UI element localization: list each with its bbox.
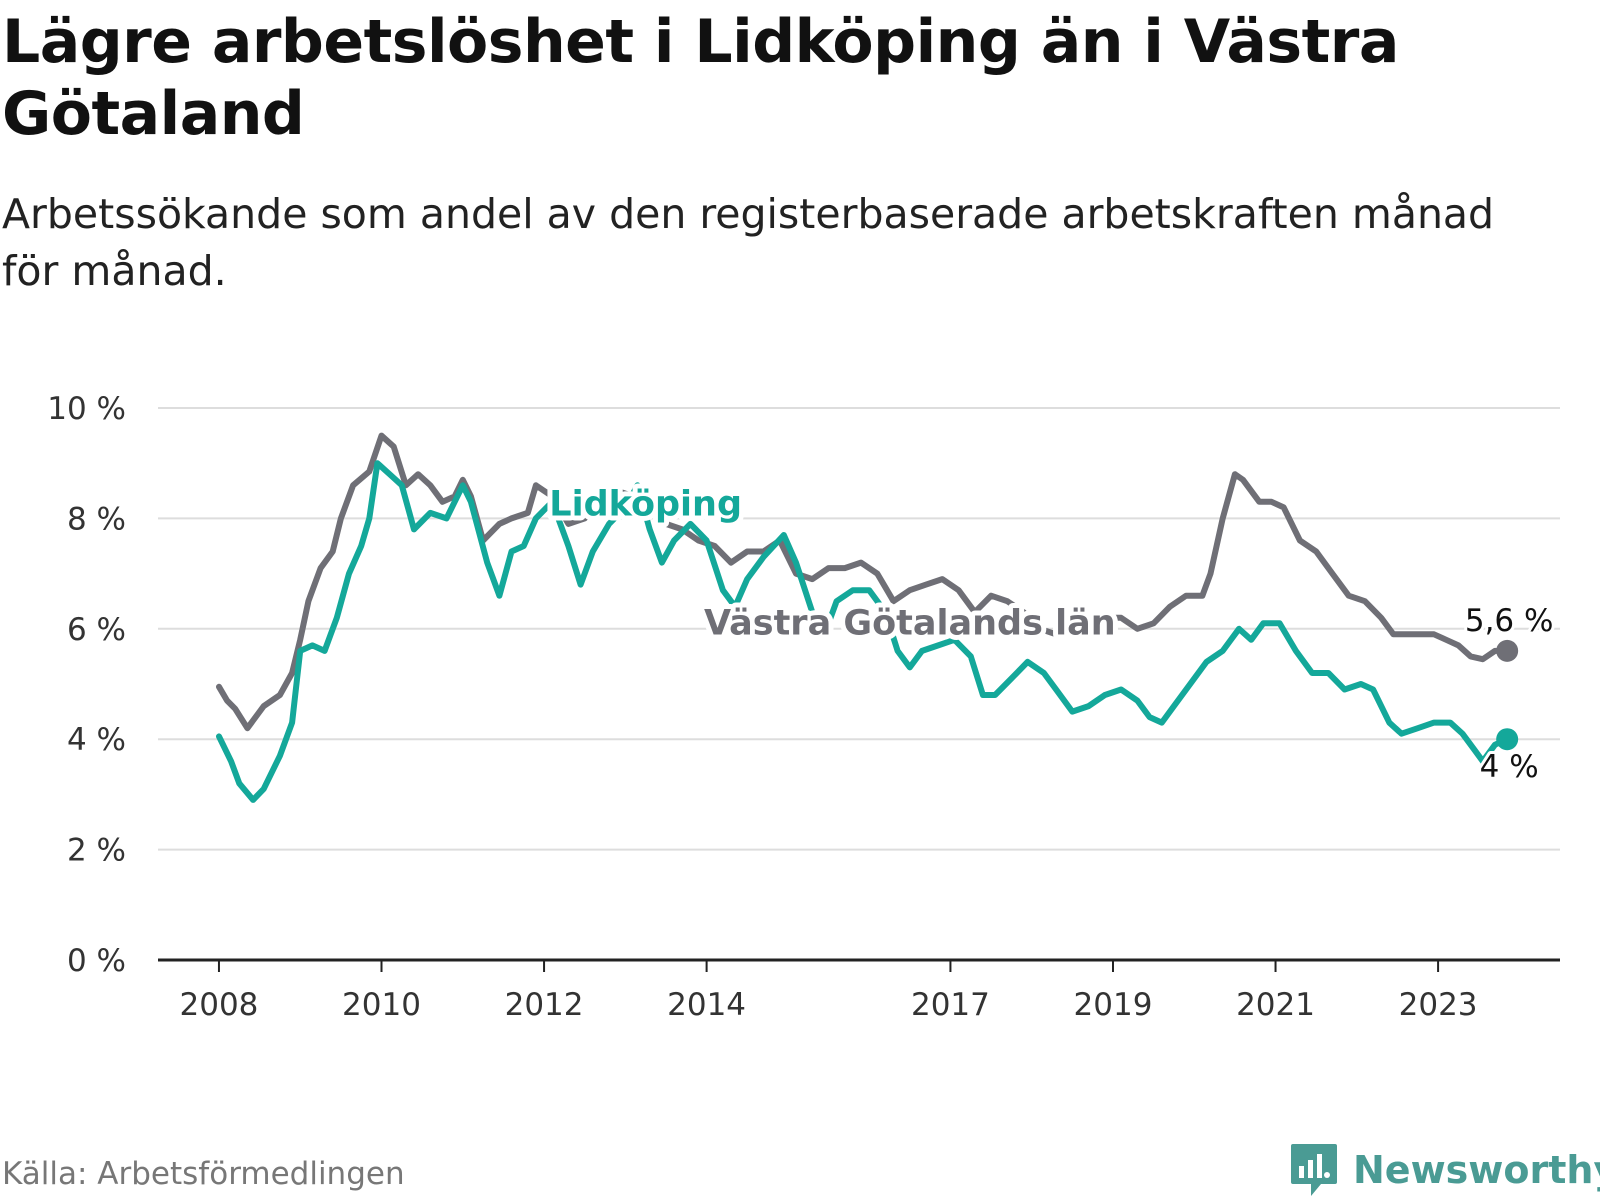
x-axis: 2008 2010 2012 2014 2017 2019 2021 2023: [158, 958, 1560, 1023]
y-tick-label-2: 2 %: [67, 833, 126, 869]
series-line-västra-götalands-län: [216, 432, 1511, 732]
x-tick-label-2008: 2008: [180, 987, 259, 1023]
x-tick-label-2023: 2023: [1399, 987, 1478, 1023]
newsworthy-logo-icon: [1291, 1144, 1337, 1196]
y-tick-label-8: 8 %: [67, 501, 126, 537]
x-tick-label-2019: 2019: [1074, 987, 1153, 1023]
line-chart: 0 % 2 % 4 % 6 % 8 % 10 % 2008 2010 2012 2014 2017…: [47, 391, 1560, 1023]
chart-subtitle: Arbetssökande som andel av den registerb…: [2, 190, 1495, 295]
newsworthy-logo-text: Newsworthy: [1353, 1148, 1600, 1192]
chart-title: Lägre arbetslöshet i Lidköping än i Väst…: [2, 7, 1399, 149]
end-label-västra-götalands-län: 5,6 %: [1465, 603, 1554, 639]
newsworthy-logo: Newsworthy: [1289, 1139, 1600, 1201]
series-labels: Västra Götalands län 5,6 % Lidköping 4 %: [544, 480, 1556, 789]
end-marker-lidköping: [1496, 728, 1519, 751]
end-marker-västra-götalands-län: [1496, 639, 1519, 662]
y-axis-ticks: 0 % 2 % 4 % 6 % 8 % 10 %: [47, 391, 126, 979]
series-lines: [216, 432, 1511, 803]
end-label-lidköping: 4 %: [1480, 749, 1539, 785]
y-tick-label-6: 6 %: [67, 612, 126, 648]
x-tick-label-2014: 2014: [667, 987, 746, 1023]
source-note: Källa: Arbetsförmedlingen: [2, 1156, 405, 1192]
x-tick-label-2012: 2012: [505, 987, 584, 1023]
series-label-västra-götalands-län: Västra Götalands län: [704, 603, 1116, 643]
gridlines: [158, 407, 1560, 851]
y-tick-label-0: 0 %: [67, 943, 126, 979]
x-tick-label-2017: 2017: [911, 987, 990, 1023]
series-label-lidköping: Lidköping: [549, 485, 742, 525]
y-tick-label-10: 10 %: [47, 391, 126, 427]
x-tick-label-2010: 2010: [342, 987, 421, 1023]
x-tick-label-2021: 2021: [1236, 987, 1315, 1023]
y-tick-label-4: 4 %: [67, 722, 126, 758]
series-line-lidköping: [216, 460, 1511, 803]
